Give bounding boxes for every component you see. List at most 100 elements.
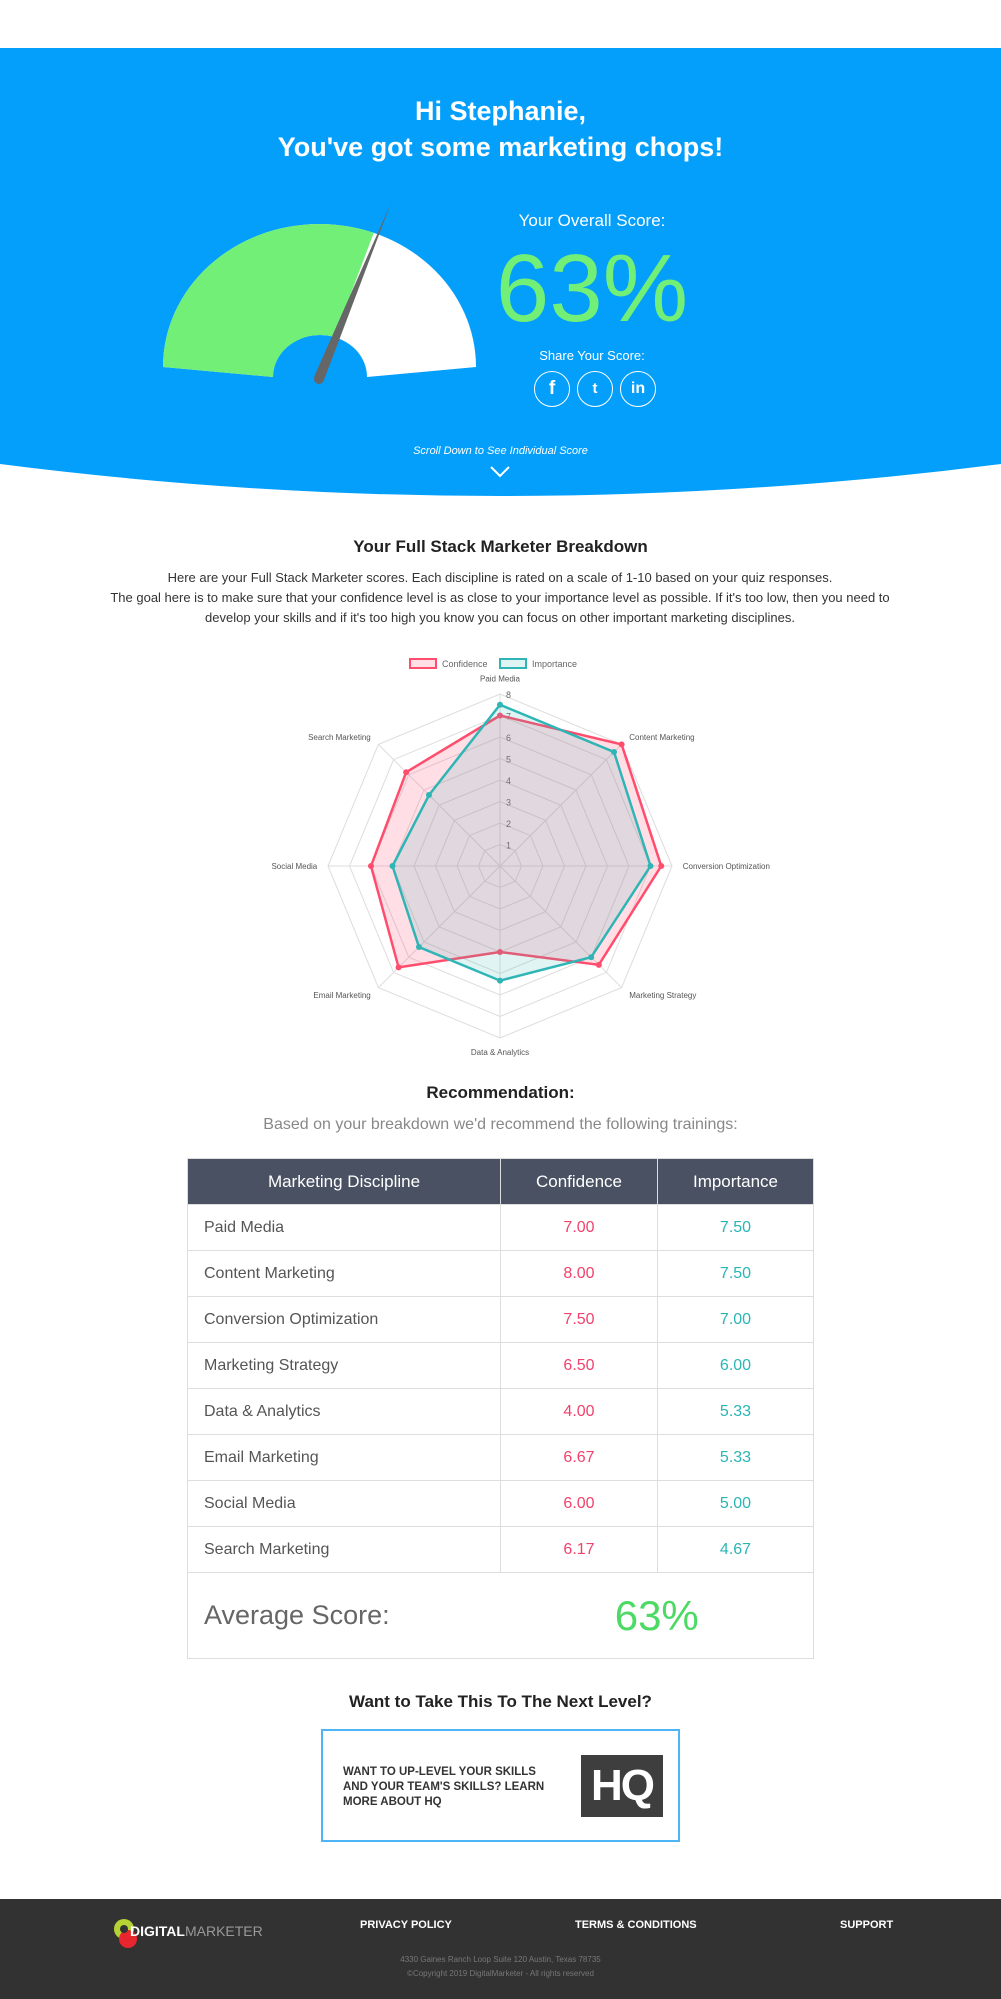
table-row: Email Marketing 6.67 5.33 (187, 1434, 814, 1481)
data-point (497, 977, 503, 984)
axis-label: Content Marketing (629, 733, 694, 742)
importance-cell: 5.33 (657, 1388, 814, 1435)
header-confidence: Confidence (500, 1158, 658, 1205)
importance-cell: 4.67 (657, 1526, 814, 1573)
axis-label: Marketing Strategy (629, 991, 696, 1000)
data-point (395, 964, 402, 971)
table-row: Content Marketing 8.00 7.50 (187, 1250, 814, 1297)
confidence-cell: 7.00 (500, 1204, 658, 1251)
discipline-cell: Email Marketing (187, 1434, 501, 1481)
breakdown-description: Here are your Full Stack Marketer scores… (100, 568, 900, 628)
data-point (497, 712, 503, 719)
average-label: Average Score: (187, 1572, 501, 1659)
table-row: Marketing Strategy 6.50 6.00 (187, 1342, 814, 1389)
table-row: Paid Media 7.00 7.50 (187, 1204, 814, 1251)
average-row: Average Score: 63% (187, 1572, 814, 1659)
axis-label: Social Media (271, 862, 317, 871)
digitalmarketer-logo-icon[interactable] (112, 1915, 142, 1953)
digitalmarketer-logo[interactable]: DIGITALMARKETER (130, 1923, 263, 1939)
axis-label: Conversion Optimization (683, 862, 770, 871)
confidence-cell: 7.50 (500, 1296, 658, 1343)
hero-background (0, 48, 1001, 496)
share-label: Share Your Score: (539, 348, 645, 363)
axis-label: Paid Media (480, 674, 521, 683)
address: 4330 Gaines Ranch Loop Suite 120 Austin,… (400, 1955, 601, 1964)
data-point (588, 954, 595, 961)
table-row: Search Marketing 6.17 4.67 (187, 1526, 814, 1573)
average-value: 63% (500, 1572, 814, 1659)
recommendation-title: Recommendation: (426, 1083, 575, 1102)
tick-label: 3 (506, 798, 511, 808)
hero-banner: Hi Stephanie, You've got some marketing … (0, 48, 1001, 508)
tick-label: 8 (506, 690, 511, 700)
description-line: Here are your Full Stack Marketer scores… (167, 570, 833, 585)
importance-cell: 5.33 (657, 1434, 814, 1481)
importance-cell: 7.50 (657, 1204, 814, 1251)
hq-logo[interactable]: HQ (581, 1755, 663, 1817)
chevron-down-icon[interactable] (488, 464, 512, 480)
hq-promo-card[interactable]: WANT TO UP-LEVEL YOUR SKILLS AND YOUR TE… (321, 1729, 680, 1842)
footer: DIGITALMARKETER PRIVACY POLICY TERMS & C… (0, 1899, 1001, 1999)
data-point (426, 792, 433, 799)
facebook-icon[interactable]: f (534, 371, 570, 407)
data-point (497, 701, 503, 708)
importance-cell: 5.00 (657, 1480, 814, 1527)
overall-score-label: Your Overall Score: (518, 211, 666, 230)
scroll-hint[interactable]: Scroll Down to See Individual Score (413, 445, 588, 457)
tick-label: 5 (506, 755, 511, 765)
linkedin-icon[interactable]: in (620, 371, 656, 407)
data-point (595, 961, 602, 968)
grid-spoke (378, 744, 501, 867)
description-line: The goal here is to make sure that your … (110, 590, 890, 625)
headline: You've got some marketing chops! (277, 132, 724, 162)
axis-label: Data & Analytics (471, 1048, 529, 1057)
overall-score: 63% (495, 235, 689, 342)
copyright: ©Copyright 2019 DigitalMarketer - All ri… (407, 1969, 594, 1978)
discipline-cell: Conversion Optimization (187, 1296, 501, 1343)
tick-label: 1 (506, 841, 511, 851)
logo-light: MARKETER (184, 1923, 263, 1939)
discipline-cell: Content Marketing (187, 1250, 501, 1297)
axis-label: Search Marketing (308, 733, 371, 742)
confidence-cell: 6.67 (500, 1434, 658, 1481)
data-point (618, 741, 625, 748)
confidence-cell: 6.17 (500, 1526, 658, 1573)
breakdown-title: Your Full Stack Marketer Breakdown (353, 537, 648, 556)
data-point (389, 863, 396, 869)
data-point (403, 769, 410, 776)
tick-label: 6 (506, 733, 511, 743)
greeting: Hi Stephanie, (414, 96, 587, 126)
legend-label: Confidence (442, 659, 488, 669)
header-importance: Importance (657, 1158, 814, 1205)
data-point (368, 863, 374, 869)
support-link[interactable]: SUPPORT (840, 1919, 894, 1931)
header-discipline: Marketing Discipline (187, 1158, 501, 1205)
grid-spoke (499, 744, 622, 867)
confidence-cell: 8.00 (500, 1250, 658, 1297)
next-level-title: Want to Take This To The Next Level? (349, 1692, 652, 1711)
importance-cell: 7.50 (657, 1250, 814, 1297)
discipline-cell: Data & Analytics (187, 1388, 501, 1435)
table-row: Conversion Optimization 7.50 7.00 (187, 1296, 814, 1343)
gauge-needle (314, 203, 391, 380)
discipline-cell: Search Marketing (187, 1526, 501, 1573)
discipline-cell: Paid Media (187, 1204, 501, 1251)
terms-link[interactable]: TERMS & CONDITIONS (575, 1919, 697, 1931)
score-gauge (163, 203, 476, 384)
hq-promo-text[interactable]: WANT TO UP-LEVEL YOUR SKILLS AND YOUR TE… (343, 1766, 545, 1808)
importance-cell: 6.00 (657, 1342, 814, 1389)
tick-label: 4 (506, 776, 511, 786)
legend-swatch (499, 658, 527, 669)
data-point (415, 944, 422, 951)
scores-table: Marketing Discipline Confidence Importan… (187, 1158, 814, 1659)
confidence-cell: 4.00 (500, 1388, 658, 1435)
grid-spoke (499, 865, 622, 988)
logo-bold: DIGITAL (130, 1923, 185, 1939)
twitter-icon[interactable]: t (577, 371, 613, 407)
legend-swatch (409, 658, 437, 669)
data-point (611, 748, 618, 755)
privacy-policy-link[interactable]: PRIVACY POLICY (360, 1919, 452, 1931)
confidence-cell: 6.00 (500, 1480, 658, 1527)
discipline-cell: Social Media (187, 1480, 501, 1527)
